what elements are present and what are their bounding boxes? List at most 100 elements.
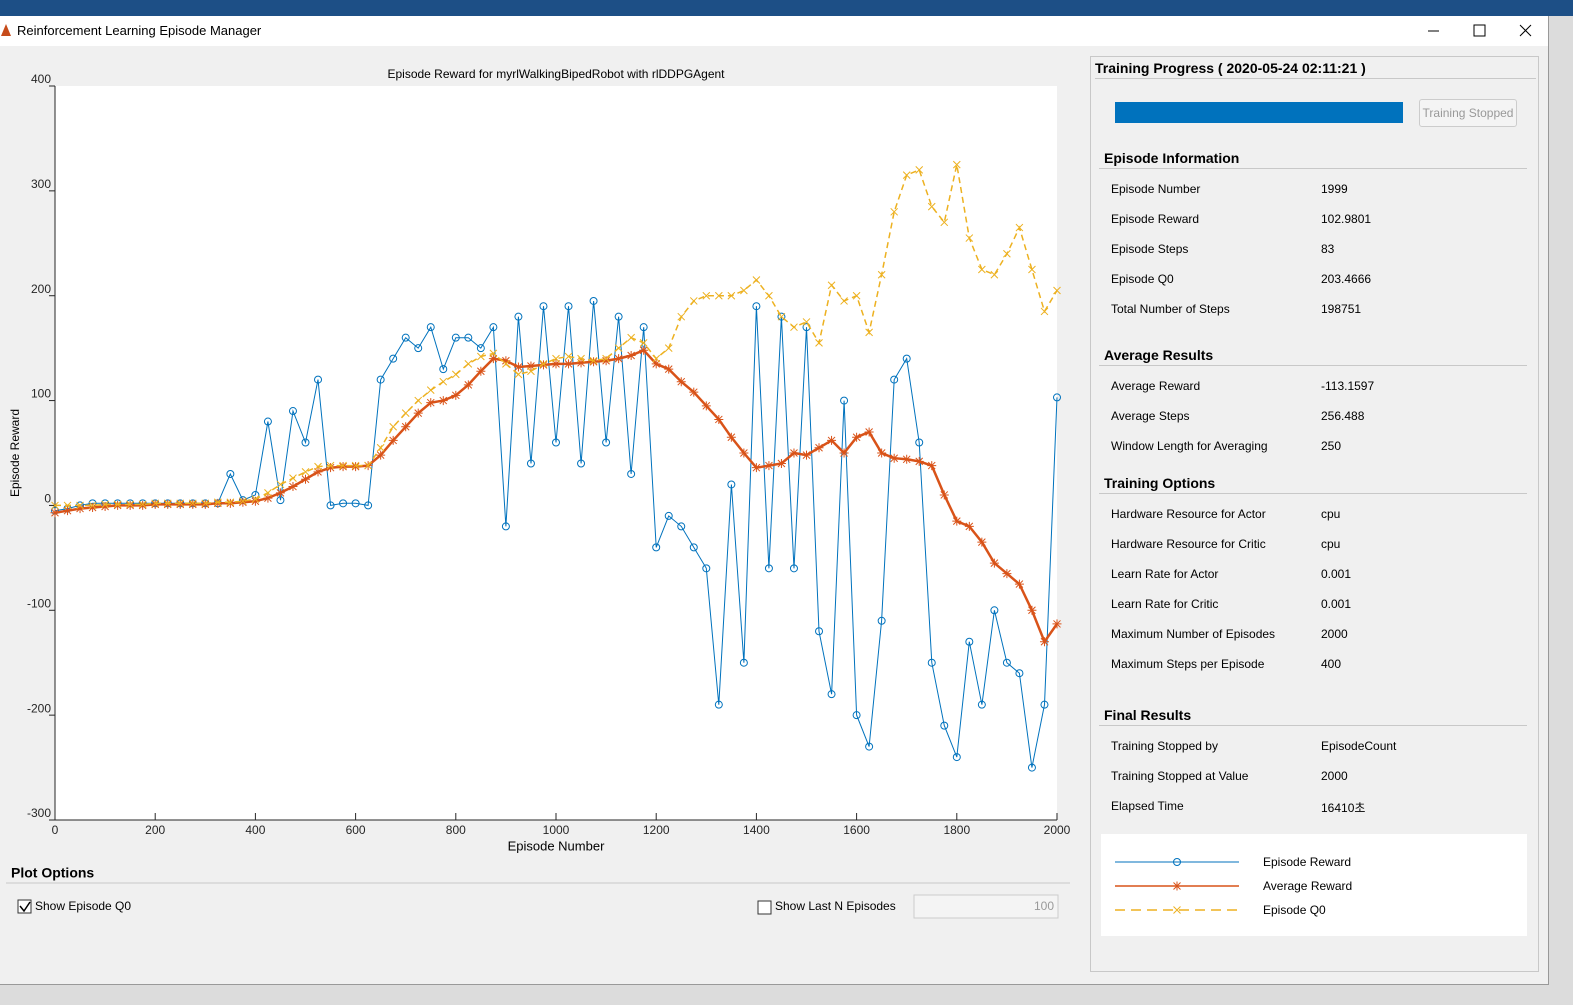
legend-label: Episode Reward <box>1263 855 1351 869</box>
field-value: 1999 <box>1321 182 1348 196</box>
point-marker <box>489 349 498 358</box>
point-marker <box>927 658 936 667</box>
chart-title: Episode Reward for myrlWalkingBipedRobot… <box>387 67 725 81</box>
point-marker <box>626 350 636 360</box>
point-marker <box>288 482 298 492</box>
point-marker <box>890 375 899 384</box>
point-marker <box>977 700 986 709</box>
point-marker <box>225 498 235 508</box>
stop-button[interactable]: Training Stopped <box>1419 99 1517 127</box>
point-marker <box>188 499 198 509</box>
point-marker <box>476 352 485 361</box>
point-marker <box>964 521 974 531</box>
point-marker <box>952 160 961 169</box>
x-tick-label: 1800 <box>943 823 970 837</box>
point-marker <box>652 354 661 363</box>
point-marker <box>1015 223 1024 232</box>
point-marker <box>239 497 247 506</box>
field-label: Elapsed Time <box>1111 799 1184 813</box>
point-marker <box>602 438 611 447</box>
field-label: Hardware Resource for Critic <box>1111 537 1266 551</box>
point-marker <box>577 354 585 363</box>
point-marker <box>714 700 723 709</box>
point-marker <box>513 362 523 372</box>
point-marker <box>915 166 924 174</box>
point-marker <box>88 503 98 513</box>
point-marker <box>264 488 272 497</box>
legend: Episode Reward Average Reward Episode Q0 <box>1101 834 1527 936</box>
point-marker <box>426 386 435 394</box>
last-n-input[interactable] <box>913 894 1059 919</box>
app-icon <box>1 24 11 36</box>
point-marker <box>990 270 999 279</box>
plot-area <box>55 86 1057 820</box>
field-label: Window Length for Averaging <box>1111 439 1268 453</box>
point-marker <box>538 360 548 370</box>
point-marker <box>50 508 60 518</box>
point-marker <box>250 496 260 506</box>
point-marker <box>364 501 373 510</box>
point-marker <box>464 333 473 342</box>
field-label: Average Reward <box>1111 379 1201 393</box>
point-marker <box>301 468 310 476</box>
point-marker <box>376 443 385 452</box>
point-marker <box>589 296 598 305</box>
point-marker <box>940 721 949 730</box>
point-marker <box>438 396 448 406</box>
point-marker <box>601 356 611 366</box>
point-marker <box>289 474 297 483</box>
point-marker <box>764 461 774 471</box>
point-marker <box>464 360 473 368</box>
window-controls[interactable] <box>1420 21 1540 41</box>
point-marker <box>614 354 624 364</box>
point-marker <box>990 606 999 615</box>
point-marker <box>627 333 636 342</box>
point-marker <box>740 286 748 295</box>
point-marker <box>251 495 260 503</box>
point-marker <box>88 501 97 510</box>
q0-checkbox[interactable] <box>17 899 32 914</box>
field-value: 102.9801 <box>1321 212 1372 226</box>
point-marker <box>952 753 961 762</box>
field-label: Learn Rate for Critic <box>1111 597 1219 611</box>
point-marker <box>839 448 849 458</box>
point-marker <box>1040 307 1049 316</box>
point-marker <box>751 463 761 473</box>
point-marker <box>889 453 899 463</box>
point-marker <box>689 387 699 397</box>
field-value: 0.001 <box>1321 597 1352 611</box>
point-marker <box>927 202 936 211</box>
point-marker <box>501 522 510 531</box>
point-marker <box>852 711 861 720</box>
point-marker <box>764 564 773 573</box>
point-marker <box>451 390 461 400</box>
point-marker <box>602 354 610 363</box>
field-value: 2000 <box>1321 769 1348 783</box>
section-title: Final Results <box>1104 707 1192 723</box>
point-marker <box>702 564 711 573</box>
y-tick-label: -100 <box>27 596 51 610</box>
point-marker <box>476 366 486 376</box>
point-marker <box>539 360 548 368</box>
point-marker <box>76 501 84 510</box>
point-marker <box>163 499 172 508</box>
point-marker <box>125 500 135 510</box>
point-marker <box>651 359 661 369</box>
point-marker <box>489 323 498 332</box>
point-marker <box>827 690 836 699</box>
last-n-checkbox[interactable] <box>757 900 772 915</box>
point-marker <box>100 501 110 511</box>
point-marker <box>63 506 73 516</box>
field-value: 2000 <box>1321 627 1348 641</box>
point-marker <box>175 499 185 509</box>
point-marker <box>439 377 448 386</box>
point-marker <box>314 462 322 471</box>
point-marker <box>689 297 698 305</box>
x-tick-label: 600 <box>346 823 366 837</box>
point-marker <box>176 499 185 508</box>
point-marker <box>426 323 435 332</box>
point-marker <box>1002 569 1012 579</box>
field-label: Hardware Resource for Actor <box>1111 507 1266 521</box>
point-marker <box>727 480 736 489</box>
point-marker <box>564 352 573 361</box>
